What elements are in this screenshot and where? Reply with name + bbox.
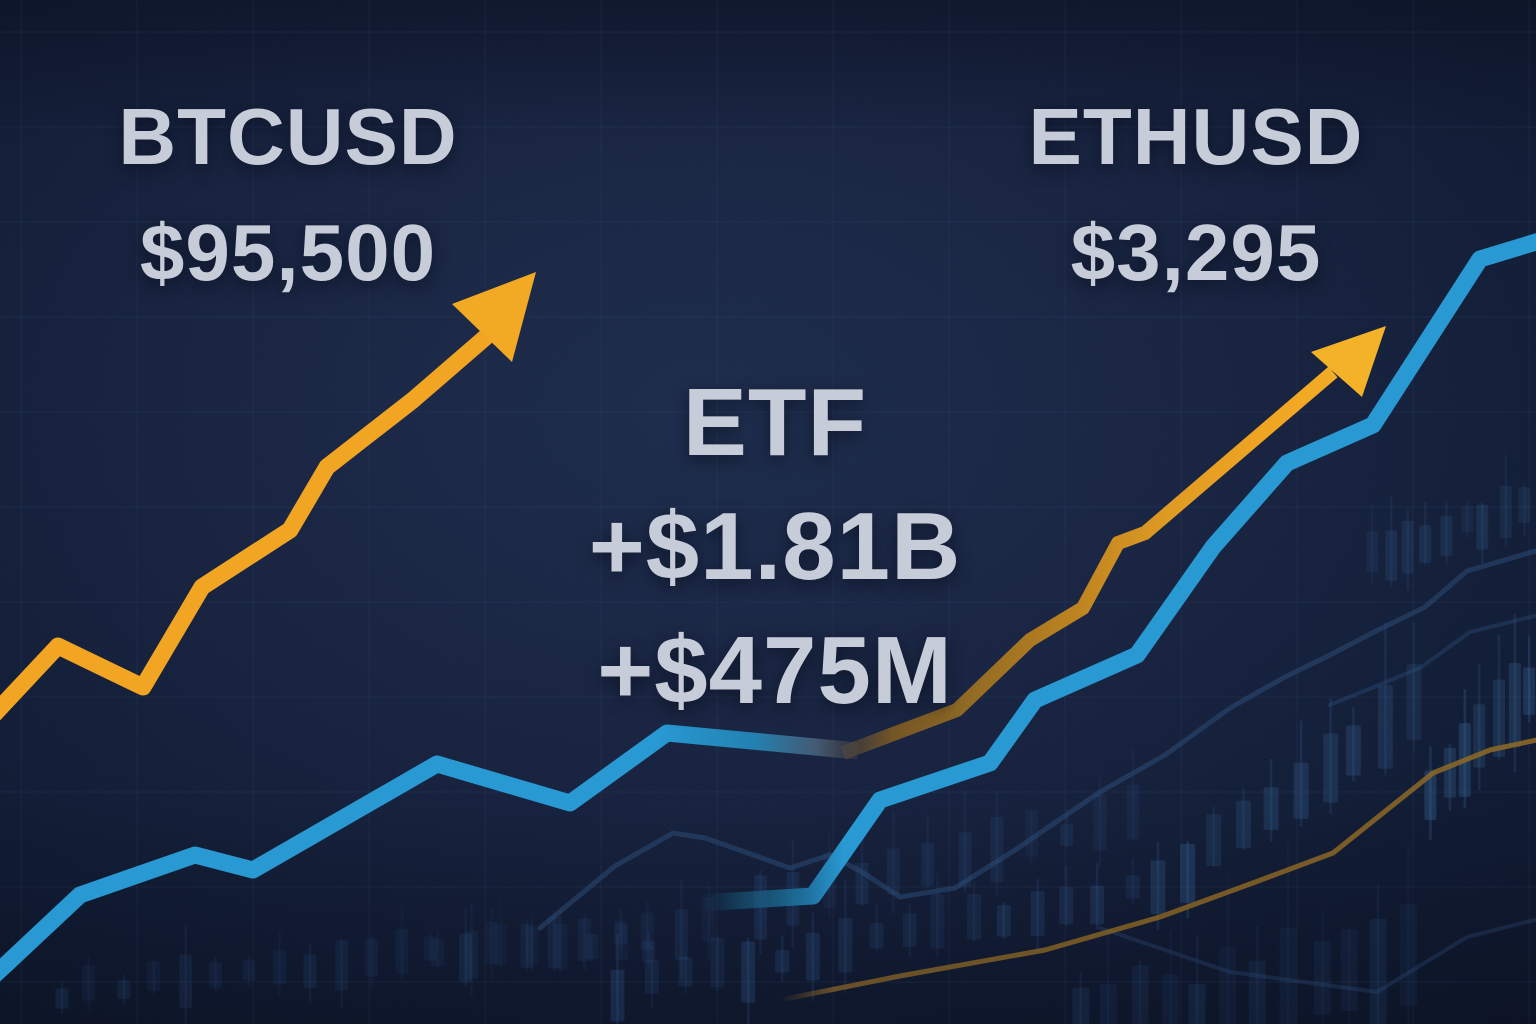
eth-price-label: ETHUSD $3,295 <box>936 70 1456 320</box>
etf-btc-flow: +$1.81B <box>588 493 962 600</box>
etf-flows-label: ETF +$1.81B +$475M <box>515 352 1035 742</box>
btc-symbol: BTCUSD <box>118 92 458 181</box>
btc-price: $95,500 <box>139 208 437 297</box>
etf-eth-flow: +$475M <box>597 617 953 724</box>
eth-symbol: ETHUSD <box>1028 92 1364 181</box>
btc-price-label: BTCUSD $95,500 <box>26 70 550 320</box>
etf-title: ETF <box>682 369 868 476</box>
eth-price: $3,295 <box>1070 208 1322 297</box>
